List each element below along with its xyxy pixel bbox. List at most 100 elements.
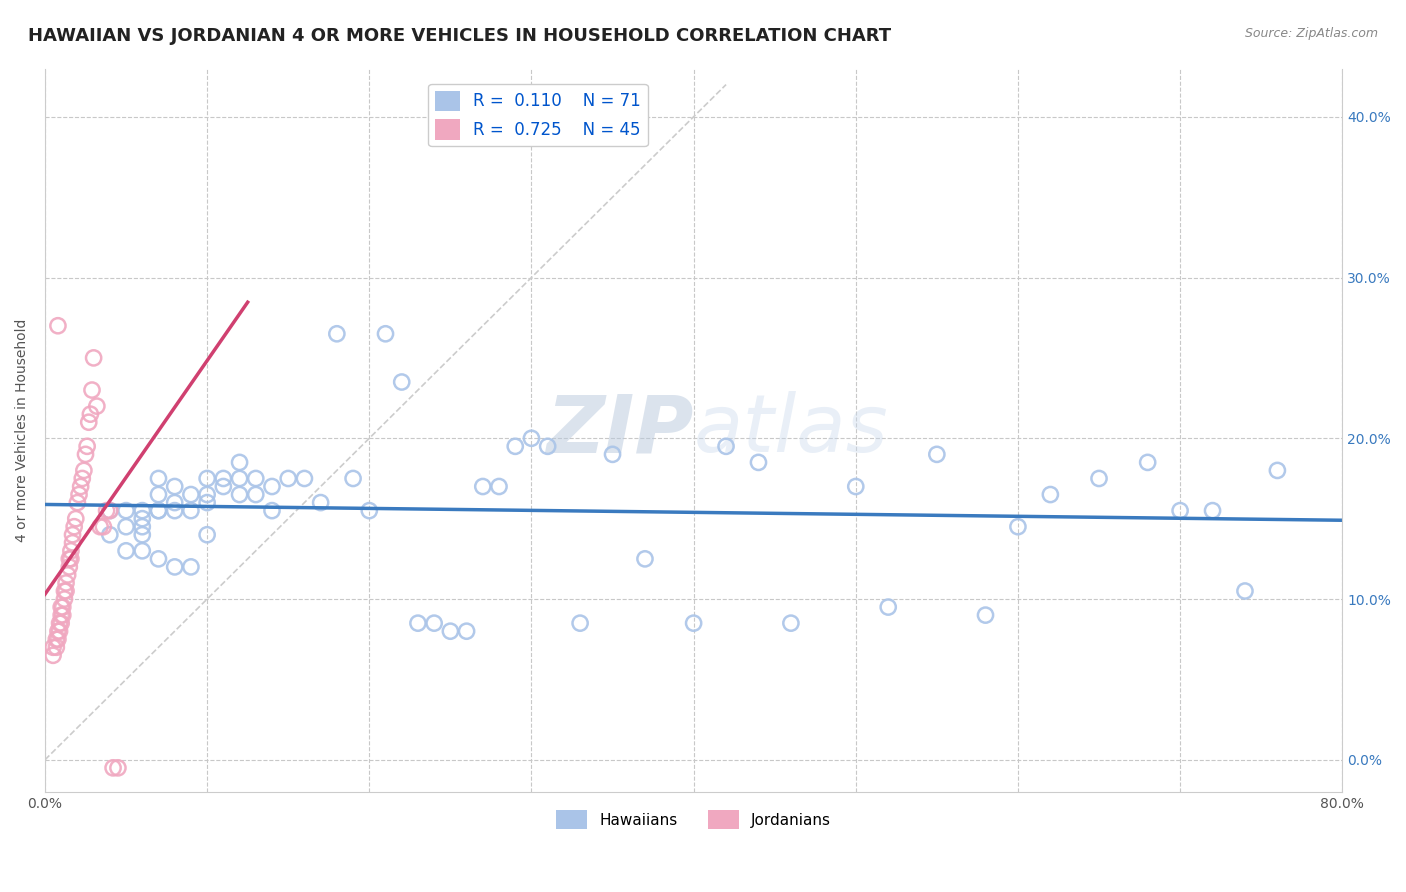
Point (180, 560, 202, 574)
Point (148, 487, 170, 501)
Point (51, 608, 73, 623)
Point (195, 527, 218, 541)
Point (59, 544, 82, 558)
Point (1136, 455, 1159, 469)
Point (55, 584, 77, 599)
Point (294, 471, 316, 485)
Point (488, 479, 510, 493)
Point (76, 439, 98, 453)
Point (58, 560, 80, 574)
Point (439, 624, 461, 639)
Point (62, 527, 84, 541)
Point (52, 600, 75, 615)
Point (101, 761, 124, 775)
Point (42, 648, 65, 663)
Point (163, 503, 186, 517)
Point (245, 471, 267, 485)
Point (131, 519, 153, 533)
Point (974, 608, 997, 623)
Point (148, 503, 170, 517)
Point (180, 487, 202, 501)
Point (1039, 487, 1062, 501)
Point (107, 761, 129, 775)
Point (260, 503, 283, 517)
Point (46, 624, 69, 639)
Point (359, 503, 381, 517)
Point (115, 503, 138, 517)
Point (925, 447, 948, 461)
Point (131, 511, 153, 525)
Point (131, 527, 153, 541)
Point (309, 495, 332, 509)
Point (89, 519, 111, 533)
Point (48, 624, 70, 639)
Point (163, 495, 186, 509)
Point (86, 399, 108, 413)
Point (45, 640, 67, 655)
Point (51, 600, 73, 615)
Point (374, 326, 396, 341)
Point (53, 592, 76, 607)
Point (1088, 471, 1111, 485)
Point (75, 447, 97, 461)
Point (59, 552, 82, 566)
Point (195, 487, 218, 501)
Point (845, 479, 868, 493)
Point (277, 471, 299, 485)
Point (58, 552, 80, 566)
Point (77, 415, 100, 429)
Point (98, 503, 121, 517)
Point (52, 608, 75, 623)
Point (46, 318, 69, 333)
Point (63, 519, 86, 533)
Point (747, 455, 769, 469)
Point (51, 616, 73, 631)
Point (260, 479, 283, 493)
Point (79, 407, 101, 421)
Point (163, 479, 186, 493)
Point (73, 463, 96, 477)
Legend: Hawaiians, Jordanians: Hawaiians, Jordanians (550, 804, 837, 835)
Point (83, 351, 105, 365)
Point (682, 616, 704, 631)
Point (212, 471, 235, 485)
Point (131, 544, 153, 558)
Point (69, 479, 91, 493)
Point (195, 495, 218, 509)
Point (65, 511, 87, 525)
Point (195, 471, 218, 485)
Point (131, 503, 153, 517)
Point (1267, 463, 1289, 477)
Point (1007, 519, 1029, 533)
Text: atlas: atlas (693, 392, 889, 469)
Point (406, 616, 429, 631)
Point (115, 544, 138, 558)
Point (228, 455, 250, 469)
Point (456, 624, 478, 639)
Point (228, 487, 250, 501)
Point (42, 640, 65, 655)
Point (471, 479, 494, 493)
Point (877, 600, 900, 615)
Point (98, 503, 121, 517)
Point (66, 495, 89, 509)
Point (67, 487, 90, 501)
Point (1201, 503, 1223, 517)
Point (98, 527, 121, 541)
Point (53, 584, 76, 599)
Point (46, 632, 69, 647)
Y-axis label: 4 or more Vehicles in Household: 4 or more Vehicles in Household (15, 318, 30, 542)
Point (48, 616, 70, 631)
Point (423, 616, 446, 631)
Point (391, 375, 413, 389)
Point (326, 326, 349, 341)
Point (342, 471, 364, 485)
Point (537, 439, 560, 453)
Point (148, 552, 170, 566)
Point (163, 560, 186, 574)
Point (62, 535, 84, 549)
Point (180, 503, 202, 517)
Point (569, 616, 592, 631)
Point (212, 479, 235, 493)
Point (1233, 584, 1256, 599)
